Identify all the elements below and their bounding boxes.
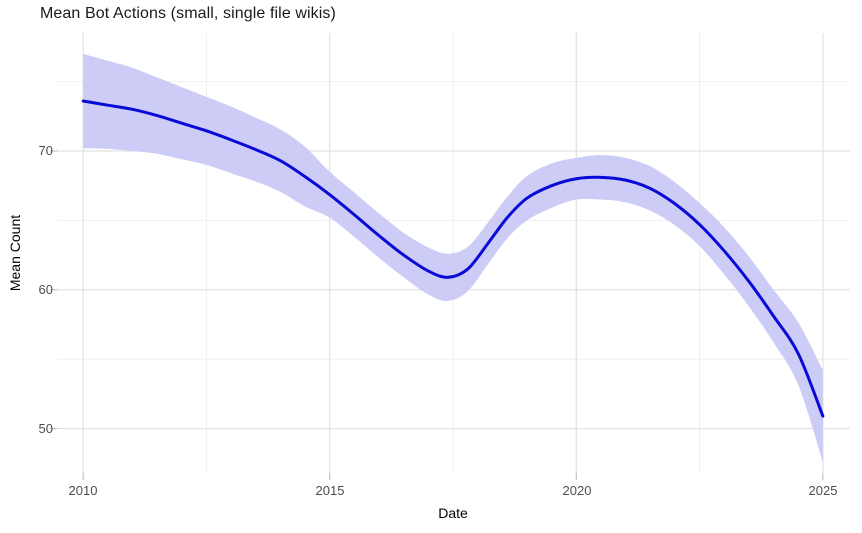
x-tick-label-2015: 2015 (315, 483, 345, 498)
x-tick-label-2025: 2025 (808, 483, 838, 498)
x-tick-label-2010: 2010 (68, 483, 98, 498)
y-axis-title: Mean Count (7, 214, 23, 292)
trend-line (81, 99, 825, 418)
x-axis-title: Date (438, 505, 468, 521)
x-tick-label-2020: 2020 (562, 483, 592, 498)
plot-title: Mean Bot Actions (small, single file wik… (40, 5, 336, 22)
y-tick-label-50: 50 (38, 421, 53, 436)
y-tick-label-70: 70 (38, 143, 53, 158)
y-tick-label-60: 60 (38, 282, 53, 297)
